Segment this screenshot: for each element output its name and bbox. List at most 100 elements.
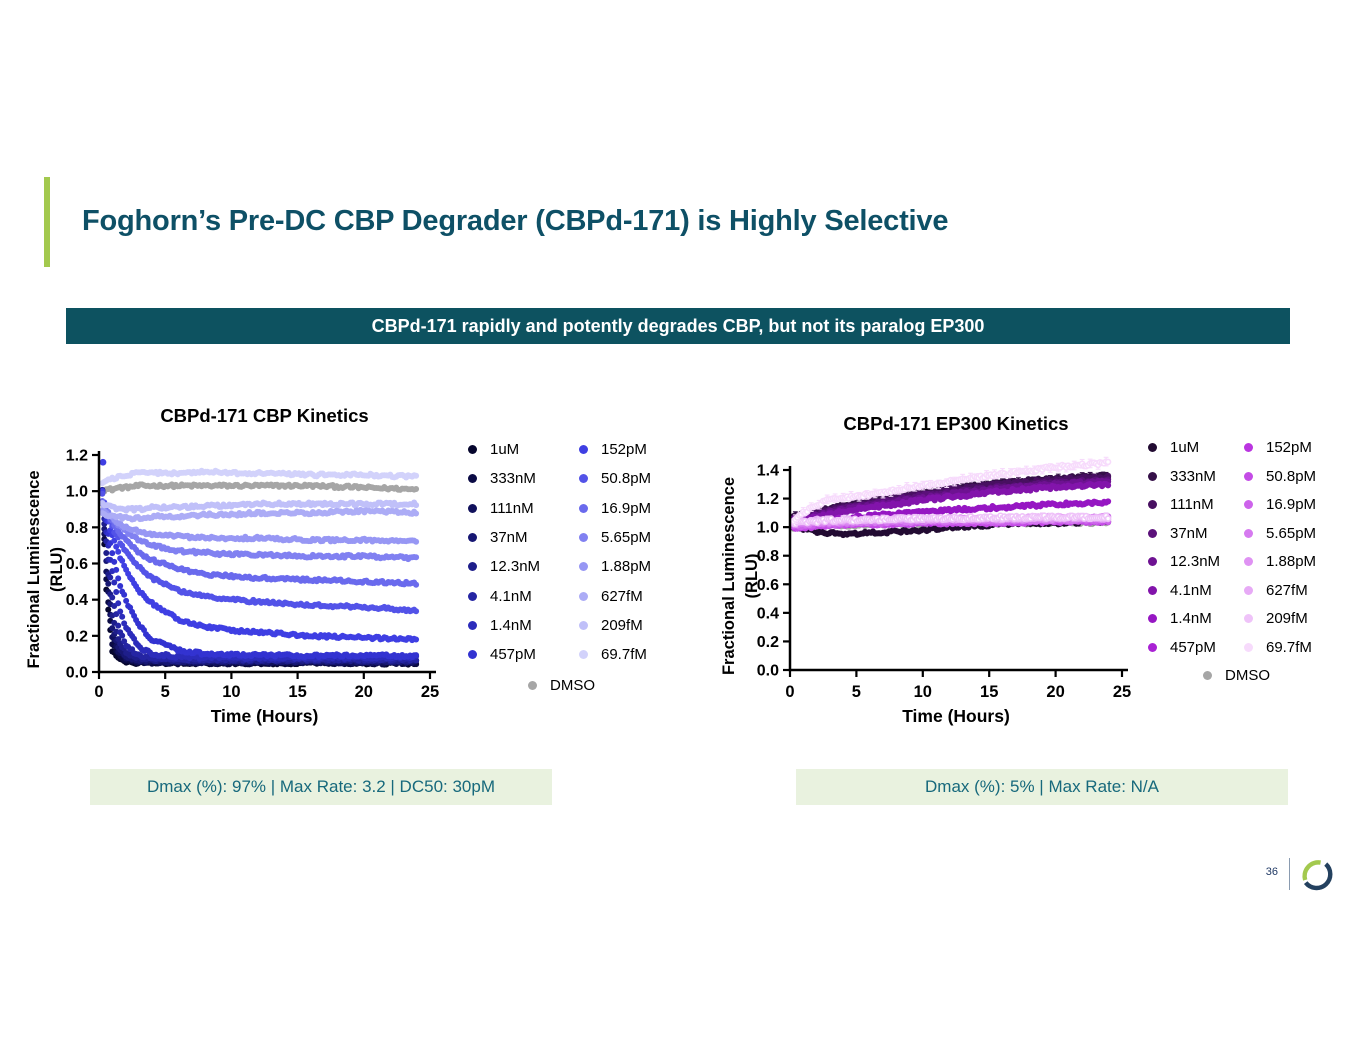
legend-label: 50.8pM bbox=[1266, 467, 1317, 485]
legend-label: 457pM bbox=[490, 646, 536, 664]
legend-dot-icon bbox=[1203, 671, 1212, 680]
series-209fM bbox=[99, 499, 420, 514]
legend-label: 152pM bbox=[1266, 439, 1312, 456]
legend-label: 333nM bbox=[1170, 467, 1216, 485]
legend-dot-icon bbox=[1148, 500, 1157, 509]
legend-item-1uM: 1uM bbox=[468, 441, 519, 458]
legend-label: 1uM bbox=[1170, 439, 1200, 456]
legend-item-16.9pM: 16.9pM bbox=[579, 500, 651, 517]
legend-label: 209fM bbox=[1266, 610, 1308, 627]
legend-dot-icon bbox=[1244, 443, 1253, 452]
y-tick-label: 0.2 bbox=[757, 634, 779, 651]
legend-item-5.65pM: 5.65pM bbox=[1244, 525, 1316, 542]
series-209fM bbox=[790, 512, 1112, 528]
cbp-kinetics-chart: CBPd-171 CBP Kinetics 0.0 0.2 0.4 0.6 0.8 1.0 1… bbox=[25, 405, 439, 726]
legend-dot-icon bbox=[579, 445, 588, 454]
legend-dot-icon bbox=[579, 562, 588, 572]
legend-label: 209fM bbox=[601, 616, 643, 634]
cbp-stats-callout: Dmax (%): 97% | Max Rate: 3.2 | DC50: 30… bbox=[90, 769, 552, 805]
series-457pM bbox=[99, 489, 420, 661]
x-axis-label: Time (Hours) bbox=[211, 706, 319, 726]
legend-item-209fM: 209fM bbox=[579, 617, 643, 634]
legend-item-12.3nM: 12.3nM bbox=[468, 558, 540, 575]
legend-item-1.88pM: 1.88pM bbox=[1244, 553, 1316, 570]
legend-label: 69.7fM bbox=[1266, 638, 1312, 656]
x-tick-label: 20 bbox=[1046, 683, 1064, 701]
legend-item-4.1nM: 4.1nM bbox=[1148, 582, 1212, 599]
legend-item-4.1nM: 4.1nM bbox=[468, 588, 532, 605]
legend-dot-icon bbox=[579, 591, 588, 601]
x-axis-label: Time (Hours) bbox=[902, 706, 1010, 726]
legend-label: 1.4nM bbox=[1170, 610, 1212, 627]
legend-dot-icon bbox=[1244, 642, 1253, 652]
legend-item-69.7fM: 69.7fM bbox=[579, 646, 647, 663]
legend-label: 1uM bbox=[490, 441, 520, 458]
legend-label: 12.3nM bbox=[490, 558, 541, 576]
legend-label: 457pM bbox=[1170, 638, 1216, 656]
y-axis-label-line1: Fractional Luminescence bbox=[720, 477, 738, 675]
legend-dot-icon bbox=[579, 650, 588, 660]
x-tick-label: 5 bbox=[161, 683, 170, 701]
series-5.65pM bbox=[99, 500, 420, 563]
x-tick-label: 25 bbox=[421, 683, 439, 701]
legend-label: DMSO bbox=[550, 677, 595, 694]
y-tick-label: 0.8 bbox=[757, 548, 779, 565]
legend-label: 627fM bbox=[1266, 581, 1308, 599]
legend-label: 5.65pM bbox=[1266, 524, 1317, 542]
legend-item-37nM: 37nM bbox=[1148, 525, 1208, 542]
legend-item-209fM: 209fM bbox=[1244, 610, 1308, 627]
legend-dot-icon bbox=[468, 503, 477, 513]
legend-dot-icon bbox=[528, 681, 537, 690]
series-69.7fM bbox=[99, 467, 420, 487]
legend-dot-icon bbox=[1244, 614, 1253, 623]
legend-label: 1.4nM bbox=[490, 616, 532, 634]
legend-label: 627fM bbox=[601, 587, 643, 605]
legend-dot-icon bbox=[468, 562, 477, 572]
legend-dot-icon bbox=[468, 650, 477, 660]
y-axis-label-line2: (RLU) bbox=[48, 547, 66, 592]
x-tick-label: 15 bbox=[288, 683, 306, 701]
legend-dot-icon bbox=[1148, 557, 1157, 566]
legend-label: 1.88pM bbox=[1266, 553, 1317, 570]
ep300-stats-callout: Dmax (%): 5% | Max Rate: N/A bbox=[796, 769, 1288, 805]
legend-item-1.4nM: 1.4nM bbox=[1148, 610, 1212, 627]
cbp-kinetics-legend: 1uM 333nM 111nM 37nM 12.3nM 4.1nM 1.4nM 457pM 15… bbox=[455, 437, 715, 707]
legend-item-1uM: 1uM bbox=[1148, 439, 1199, 456]
chart-title: CBPd-171 EP300 Kinetics bbox=[843, 413, 1068, 434]
legend-item-152pM: 152pM bbox=[1244, 439, 1312, 456]
x-tick-label: 5 bbox=[852, 683, 861, 701]
legend-dot-icon bbox=[1148, 528, 1157, 538]
legend-dot-icon bbox=[1244, 528, 1253, 538]
legend-label: 5.65pM bbox=[601, 528, 652, 546]
y-tick-label: 0.8 bbox=[66, 520, 88, 537]
legend-dot-icon bbox=[579, 620, 588, 630]
legend-item-457pM: 457pM bbox=[1148, 639, 1216, 656]
legend-label: 69.7fM bbox=[601, 646, 647, 664]
key-message-banner: CBPd-171 rapidly and potently degrades C… bbox=[66, 308, 1290, 344]
legend-item-37nM: 37nM bbox=[468, 529, 528, 546]
legend-item-69.7fM: 69.7fM bbox=[1244, 639, 1312, 656]
x-tick-label: 10 bbox=[222, 683, 240, 701]
legend-dot-icon bbox=[579, 532, 588, 542]
legend-item-333nM: 333nM bbox=[1148, 468, 1216, 485]
legend-dot-icon bbox=[1148, 614, 1157, 623]
y-axis-label-line1: Fractional Luminescence bbox=[25, 470, 43, 668]
x-tick-label: 0 bbox=[785, 683, 794, 701]
series-627fM bbox=[99, 506, 420, 523]
y-tick-label: 0.4 bbox=[757, 605, 779, 622]
legend-label: 4.1nM bbox=[1170, 581, 1212, 599]
legend-item-1.4nM: 1.4nM bbox=[468, 617, 532, 634]
ep300-kinetics-chart: CBPd-171 EP300 Kinetics 0.0 0.2 0.4 0.6 0.8 1.… bbox=[720, 413, 1131, 726]
x-tick-label: 10 bbox=[914, 683, 932, 701]
legend-dot-icon bbox=[1148, 585, 1157, 595]
legend-label: 12.3nM bbox=[1170, 553, 1221, 570]
legend-dot-icon bbox=[579, 474, 588, 484]
legend-dot-icon bbox=[468, 445, 477, 454]
legend-label: 4.1nM bbox=[490, 587, 532, 605]
legend-label: 37nM bbox=[1170, 524, 1208, 542]
y-tick-label: 1.0 bbox=[757, 520, 779, 537]
y-axis-label-line2: (RLU) bbox=[743, 554, 761, 599]
x-tick-label: 15 bbox=[980, 683, 998, 701]
y-tick-label: 0.2 bbox=[66, 628, 88, 645]
